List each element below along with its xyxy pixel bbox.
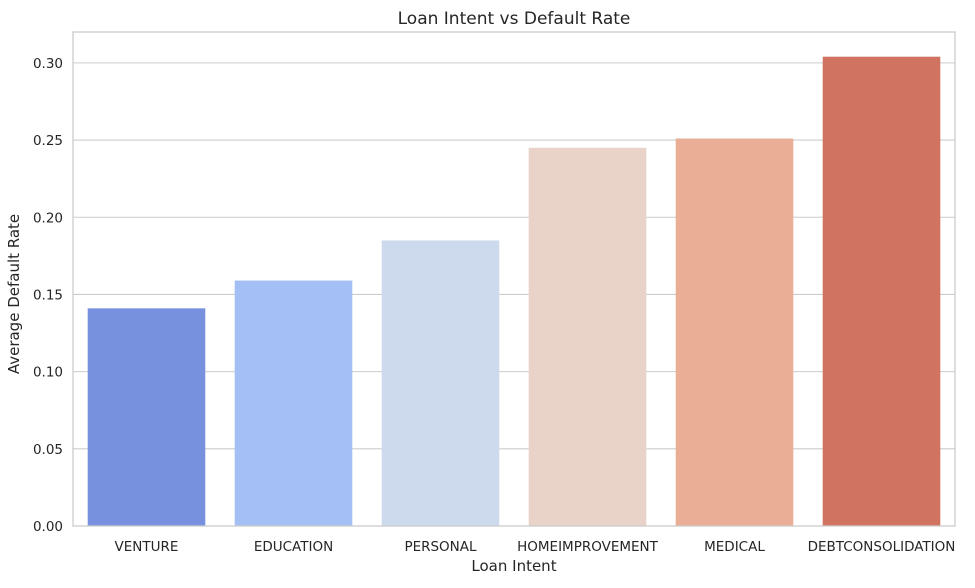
x-tick-labels: VENTURE EDUCATION PERSONAL HOMEIMPROVEMENT M… (115, 539, 956, 555)
x-axis-label: Loan Intent (471, 557, 556, 575)
bar-education (234, 280, 353, 526)
bar-medical (675, 138, 794, 527)
y-tick-label: 0.25 (33, 133, 63, 149)
bar-venture (87, 308, 206, 526)
x-tick-label: VENTURE (115, 539, 179, 555)
bar-personal (381, 240, 500, 526)
y-tick-labels: 0.00 0.05 0.10 0.15 0.20 0.25 0.30 (33, 56, 63, 535)
bars (87, 56, 941, 527)
y-tick-label: 0.05 (33, 442, 63, 458)
y-tick-label: 0.15 (33, 287, 63, 303)
y-axis-label: Average Default Rate (5, 214, 23, 374)
x-tick-label: PERSONAL (404, 539, 477, 555)
bar-debtconsolidation (822, 56, 941, 526)
x-tick-label: HOMEIMPROVEMENT (517, 539, 659, 555)
x-tick-label: EDUCATION (254, 539, 333, 555)
y-tick-label: 0.00 (33, 519, 63, 535)
x-tick-label: MEDICAL (704, 539, 765, 555)
bar-homeimprovement (528, 147, 647, 526)
plot-frame (72, 31, 956, 527)
y-tick-label: 0.10 (33, 365, 63, 381)
x-tick-label: DEBTCONSOLIDATION (808, 539, 956, 555)
y-tick-label: 0.20 (33, 210, 63, 226)
gridlines (73, 62, 955, 527)
y-tick-label: 0.30 (33, 56, 63, 72)
chart-title: Loan Intent vs Default Rate (398, 9, 631, 29)
